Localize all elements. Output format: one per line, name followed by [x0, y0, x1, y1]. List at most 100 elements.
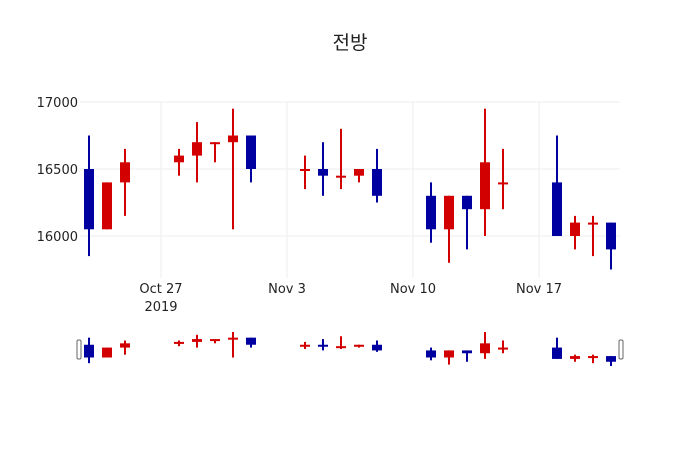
candle[interactable] — [462, 195, 472, 250]
slider-candle[interactable] — [246, 337, 256, 348]
candle[interactable] — [588, 215, 598, 257]
candle-body — [84, 169, 94, 230]
candle-body — [480, 343, 490, 354]
candle-body — [498, 347, 508, 350]
candle[interactable] — [192, 122, 202, 183]
x-axis: Oct 27 2019 Nov 3 Nov 10 Nov 17 — [139, 282, 562, 315]
candle-body — [210, 142, 220, 145]
range-slider-left-handle[interactable] — [76, 339, 82, 360]
candle[interactable] — [210, 142, 220, 163]
x-tick-label: Oct 27 — [139, 282, 182, 297]
chart-title: 전방 — [332, 32, 368, 54]
slider-candle[interactable] — [498, 340, 508, 354]
candle-body — [192, 142, 202, 156]
candle[interactable] — [336, 128, 346, 190]
candle-body — [246, 135, 256, 169]
candle-body — [426, 350, 436, 358]
candle-body — [174, 155, 184, 163]
candle-body — [336, 175, 346, 178]
candle-body — [300, 169, 310, 171]
candle[interactable] — [102, 182, 112, 230]
y-tick-label: 17000 — [37, 96, 78, 111]
slider-candle[interactable] — [426, 347, 436, 361]
range-slider-right-handle[interactable] — [618, 339, 624, 360]
candle[interactable] — [84, 135, 94, 257]
grid-lines — [80, 101, 620, 278]
candle-body — [588, 356, 598, 359]
slider-candle[interactable] — [336, 336, 346, 349]
candle-body — [354, 344, 364, 347]
candle-body — [84, 344, 94, 358]
slider-candle[interactable] — [84, 337, 94, 364]
candle[interactable] — [246, 135, 256, 183]
candle[interactable] — [426, 182, 436, 243]
slider-candle[interactable] — [372, 340, 382, 352]
candle-body — [552, 347, 562, 359]
candle[interactable] — [228, 108, 238, 230]
candle[interactable] — [498, 148, 508, 210]
candle-body — [318, 344, 328, 347]
candle[interactable] — [318, 142, 328, 196]
candle[interactable] — [120, 148, 130, 216]
x-tick-label: Nov 3 — [268, 282, 306, 297]
slider-candle[interactable] — [300, 341, 310, 349]
slider-candle[interactable] — [210, 339, 220, 344]
candle-body — [174, 341, 184, 344]
candle[interactable] — [300, 155, 310, 190]
candle-body — [102, 347, 112, 358]
candle-body — [606, 356, 616, 362]
slider-candle[interactable] — [120, 340, 130, 355]
y-tick-label: 16000 — [37, 230, 78, 245]
candle-body — [462, 195, 472, 210]
candle-body — [228, 337, 238, 340]
candle-body — [354, 169, 364, 176]
slider-candle[interactable] — [588, 354, 598, 364]
slider-candle[interactable] — [192, 334, 202, 348]
slider-candle[interactable] — [570, 354, 580, 362]
candle-body — [210, 339, 220, 342]
candles-series[interactable] — [84, 108, 616, 270]
candle-body — [246, 337, 256, 345]
slider-candle[interactable] — [444, 350, 454, 365]
slider-candle[interactable] — [318, 339, 328, 351]
candle-body — [228, 135, 238, 143]
candle[interactable] — [444, 195, 454, 263]
x-tick-year-label: 2019 — [144, 300, 177, 315]
slider-candle[interactable] — [228, 332, 238, 358]
candle-body — [336, 346, 346, 349]
candle[interactable] — [552, 135, 562, 237]
slider-candle[interactable] — [102, 347, 112, 358]
x-tick-label: Nov 10 — [390, 282, 436, 297]
candle-body — [444, 195, 454, 230]
slider-candle[interactable] — [354, 344, 364, 348]
slider-candle[interactable] — [552, 337, 562, 359]
candle-body — [192, 339, 202, 342]
candle-body — [588, 222, 598, 225]
candle-body — [552, 182, 562, 236]
candle[interactable] — [570, 215, 580, 250]
slider-candle[interactable] — [480, 332, 490, 359]
candle-body — [462, 350, 472, 354]
candle[interactable] — [174, 148, 184, 176]
candle-body — [444, 350, 454, 358]
candle-body — [318, 169, 328, 176]
slider-candle[interactable] — [606, 356, 616, 366]
candle[interactable] — [372, 148, 382, 203]
candle[interactable] — [480, 108, 490, 236]
candle-body — [498, 182, 508, 185]
candle-body — [372, 169, 382, 196]
y-tick-label: 16500 — [37, 163, 78, 178]
candle-body — [300, 344, 310, 347]
slider-candle[interactable] — [462, 350, 472, 362]
candle-body — [102, 182, 112, 230]
candle-body — [120, 343, 130, 348]
range-slider-background — [80, 330, 620, 368]
candle-body — [606, 222, 616, 250]
candle[interactable] — [606, 222, 616, 270]
candle[interactable] — [354, 169, 364, 183]
slider-candle[interactable] — [174, 340, 184, 347]
range-slider[interactable] — [76, 330, 624, 368]
x-tick-label: Nov 17 — [516, 282, 562, 297]
